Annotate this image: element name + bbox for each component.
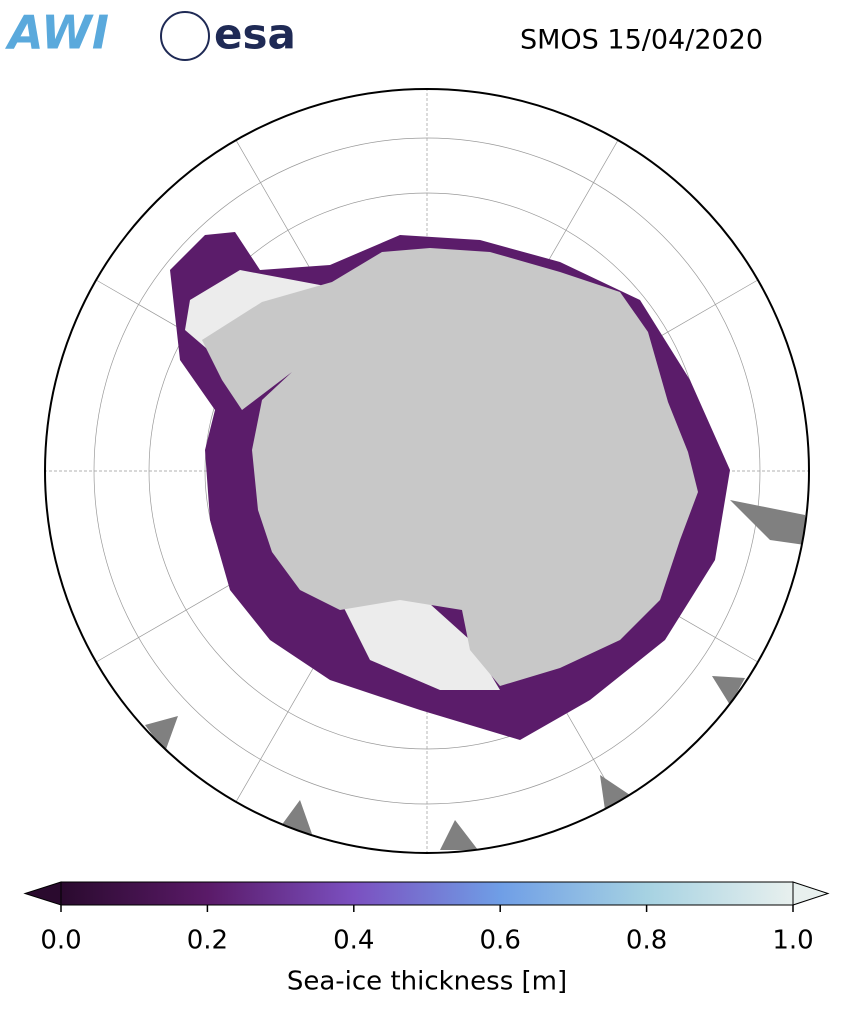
thick-ice: [340, 595, 500, 690]
colorbar-tick-label: 0.8: [626, 926, 667, 956]
awi-logo: AWI: [5, 6, 109, 60]
colorbar-extend-high: [792, 881, 830, 906]
colorbar-extend-low: [23, 881, 62, 906]
map-frame: [44, 88, 810, 854]
colorbar-label: Sea-ice thickness [m]: [287, 967, 567, 997]
esa-logo: esa: [214, 10, 296, 59]
map-title: SMOS 15/04/2020: [520, 25, 763, 56]
antarctica: [202, 248, 698, 686]
colorbar-tick-label: 1.0: [772, 926, 813, 956]
colorbar-tick-label: 0.4: [333, 926, 374, 956]
colorbar-tick-label: 0.0: [40, 926, 81, 956]
colorbar-tick-label: 0.6: [480, 926, 521, 956]
colorbar-tick-label: 0.2: [187, 926, 228, 956]
colorbar: [60, 881, 794, 906]
map: [45, 89, 809, 853]
esa-emblem: [160, 11, 210, 61]
